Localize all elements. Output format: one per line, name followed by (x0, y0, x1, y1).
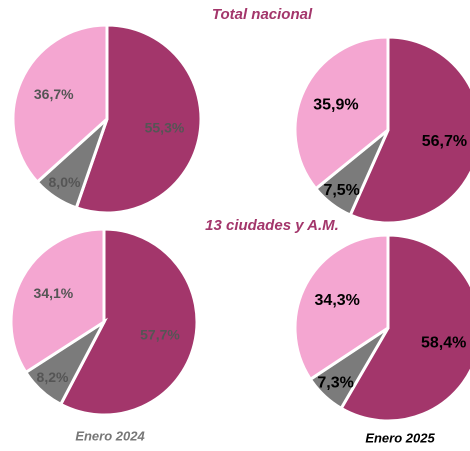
data-label: 8,0% (49, 174, 81, 190)
column-label: Enero 2025 (365, 430, 435, 445)
pie-slice (293, 233, 390, 382)
pie-slice (348, 35, 470, 225)
data-label: 57,7% (140, 327, 180, 343)
pie-slice (11, 23, 109, 185)
column-label: Enero 2024 (75, 428, 145, 443)
data-label: 34,1% (34, 285, 74, 301)
data-label: 34,3% (315, 292, 360, 309)
pie-slice (9, 227, 106, 375)
data-label: 7,5% (323, 182, 359, 199)
data-label: 36,7% (34, 86, 74, 102)
section-title: 13 ciudades y A.M. (205, 217, 339, 234)
section-title: Total nacional (212, 6, 313, 23)
data-label: 58,4% (421, 334, 466, 351)
data-label: 7,3% (317, 375, 353, 392)
pie-slice (58, 227, 199, 417)
data-label: 55,3% (145, 119, 185, 135)
data-label: 56,7% (422, 133, 467, 150)
pie-slice (293, 35, 390, 191)
data-label: 8,2% (37, 369, 69, 385)
data-label: 35,9% (313, 96, 358, 113)
pie-slice (339, 233, 470, 423)
